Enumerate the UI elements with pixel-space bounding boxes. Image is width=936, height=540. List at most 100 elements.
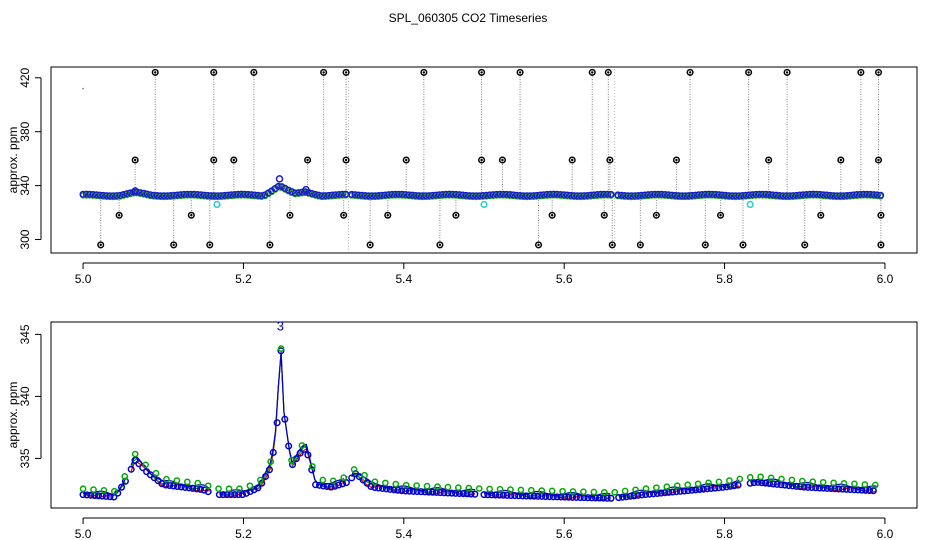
baseline-point-blue: [322, 192, 330, 200]
baseline-point-blue: [435, 191, 443, 199]
data-point-green: [767, 474, 775, 482]
data-point-blue: [200, 486, 208, 494]
data-point-blue: [703, 485, 711, 493]
baseline-point-blue: [170, 191, 178, 199]
data-point-blue: [398, 487, 406, 495]
data-point-blue: [676, 487, 684, 495]
data-point-blue: [127, 465, 135, 473]
baseline-point-blue: [843, 191, 851, 200]
data-point-blue: [463, 490, 471, 498]
baseline-point-blue: [207, 192, 215, 200]
data-point-blue: [812, 484, 820, 492]
data-point-green: [90, 486, 97, 493]
data-point-blue: [607, 494, 615, 502]
spike-point-center: [537, 243, 540, 247]
baseline-point-blue: [799, 191, 807, 199]
baseline-point-blue: [829, 192, 837, 200]
baseline-point-blue: [351, 191, 359, 199]
spike-point-center: [212, 158, 215, 162]
spike-point-center: [704, 243, 707, 247]
data-point-blue: [545, 493, 553, 501]
data-point-blue: [335, 481, 343, 489]
baseline-point-blue: [850, 191, 858, 199]
data-point-blue: [296, 449, 304, 457]
spike-point-center: [655, 214, 658, 217]
baseline-point-blue: [492, 190, 501, 198]
baseline-point-blue: [109, 192, 117, 200]
baseline-point-blue: [651, 190, 659, 198]
baseline-point-blue: [335, 190, 343, 199]
baseline-point-blue: [364, 192, 373, 200]
baseline-point-blue: [462, 191, 470, 199]
spike-point: [210, 156, 218, 164]
data-point-blue: [348, 474, 356, 482]
baseline-point-blue: [405, 191, 413, 199]
baseline-point-blue: [442, 190, 450, 198]
data-point-green: [465, 484, 473, 492]
data-point-green: [350, 466, 358, 473]
baseline-point-blue: [395, 190, 403, 198]
data-point-green: [788, 476, 796, 484]
spike-point-center: [117, 214, 121, 217]
data-point-blue: [680, 487, 688, 495]
baseline-point-blue: [378, 191, 386, 199]
baseline-point-blue: [99, 191, 107, 199]
baseline-point-blue: [204, 191, 212, 200]
baseline-point-blue: [641, 191, 649, 199]
baseline-point-blue: [375, 192, 383, 200]
baseline-point-blue: [691, 191, 699, 199]
spike-point-center: [422, 71, 426, 74]
spike-point: [478, 68, 486, 76]
spike-point: [874, 68, 883, 76]
data-point-green: [100, 487, 108, 494]
baseline-point-blue: [536, 191, 544, 199]
data-point-green: [361, 471, 368, 479]
baseline-point-blue: [701, 190, 710, 198]
data-point-green: [267, 458, 275, 466]
baseline-point-blue: [398, 190, 406, 198]
baseline-point-blue: [553, 190, 561, 198]
baseline-point-blue: [816, 190, 824, 199]
baseline-point-blue: [92, 191, 101, 199]
spike-point-center: [501, 158, 504, 162]
x-tick-label: 5.0: [75, 272, 92, 286]
baseline-point-blue: [160, 192, 168, 200]
baseline-point-blue: [846, 191, 854, 199]
data-point-green: [236, 485, 243, 493]
baseline-point-blue: [466, 192, 474, 200]
baseline-point-blue: [368, 192, 376, 200]
data-point-green: [705, 479, 712, 487]
baseline-point-blue: [873, 191, 881, 199]
data-point-blue: [238, 491, 247, 499]
data-point-blue: [367, 482, 375, 491]
spike-point-center: [859, 71, 863, 74]
baseline-point-blue: [627, 192, 635, 200]
figure-title: SPL_060305 CO2 Timeseries: [389, 11, 548, 25]
baseline-point-blue: [540, 191, 548, 199]
data-point-green: [684, 481, 692, 489]
spike-point: [250, 68, 258, 76]
spike-point-center: [454, 214, 458, 217]
data-point-green: [726, 477, 733, 484]
y-tick-label: 335: [18, 448, 32, 468]
data-point-blue: [572, 493, 580, 501]
baseline-point-blue: [833, 192, 841, 200]
data-point-green: [371, 478, 379, 486]
baseline-point-blue: [180, 190, 188, 198]
baseline-point-blue: [600, 190, 608, 198]
baseline-point-blue: [809, 190, 817, 198]
data-point-green: [309, 463, 316, 470]
baseline-point-blue: [543, 190, 551, 199]
data-point-blue: [258, 479, 266, 487]
data-point-blue: [281, 415, 289, 423]
baseline-point-blue: [570, 192, 578, 200]
data-point-blue: [327, 483, 335, 491]
data-point-blue: [823, 484, 831, 492]
spike-point: [739, 241, 747, 249]
spike-point: [516, 68, 524, 76]
x-tick-label: 5.2: [235, 272, 252, 286]
baseline-point-blue: [489, 191, 497, 199]
data-point-blue: [102, 492, 110, 500]
baseline-point-blue: [237, 190, 245, 198]
